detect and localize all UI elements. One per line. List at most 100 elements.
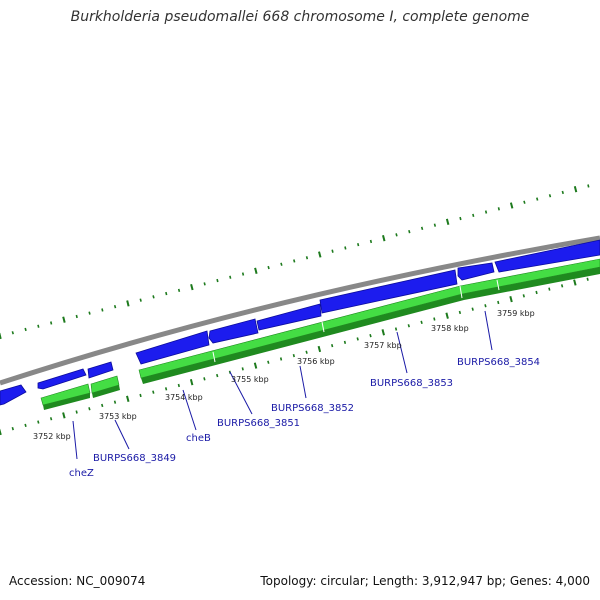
tick-mark <box>203 377 206 381</box>
tick-mark <box>394 327 398 331</box>
tick-mark <box>357 243 360 247</box>
tick-mark <box>535 290 538 295</box>
kbp-label: 3756 kbp <box>297 357 335 366</box>
outer-tick-marks <box>0 184 590 340</box>
cds-reverse[interactable] <box>43 393 90 410</box>
tick-mark <box>484 210 488 214</box>
tick-mark <box>548 194 552 198</box>
cds-forward[interactable] <box>256 303 322 331</box>
tick-mark <box>317 345 322 353</box>
forward-strand <box>0 239 600 406</box>
cds-forward[interactable] <box>494 239 600 273</box>
gene-label-cheb[interactable]: cheB <box>186 433 211 444</box>
tick-mark <box>343 340 347 344</box>
tick-mark <box>369 333 372 338</box>
tick-mark <box>50 321 53 325</box>
tick-mark <box>381 329 385 336</box>
tick-mark <box>216 278 219 283</box>
tick-mark <box>216 373 219 378</box>
kbp-label: 3752 kbp <box>33 432 71 441</box>
cds-forward[interactable] <box>0 384 27 406</box>
tick-mark <box>113 304 117 309</box>
tick-mark <box>177 288 181 292</box>
tick-mark <box>331 249 334 253</box>
tick-mark <box>445 218 450 226</box>
kbp-label: 3759 kbp <box>497 309 535 318</box>
cds-forward[interactable] <box>87 361 114 379</box>
tick-mark <box>37 420 40 424</box>
tick-mark <box>586 277 589 281</box>
tick-mark <box>0 332 2 340</box>
tick-mark <box>101 403 104 408</box>
tick-mark <box>152 295 155 299</box>
tick-mark <box>497 300 500 305</box>
kbp-label: 3753 kbp <box>99 412 137 421</box>
gene-label-connectors <box>72 310 493 460</box>
cds-forward[interactable] <box>319 269 458 314</box>
tick-mark <box>407 324 410 328</box>
genome-backbone <box>0 235 600 386</box>
tick-mark <box>88 407 91 411</box>
tick-mark <box>37 324 40 328</box>
tick-mark <box>433 317 436 321</box>
reverse-strand <box>40 258 600 410</box>
tick-mark <box>253 362 258 369</box>
kbp-label: 3757 kbp <box>364 341 402 350</box>
tick-mark <box>139 393 142 398</box>
gene-label-chez[interactable]: cheZ <box>69 468 94 479</box>
tick-mark <box>11 426 14 431</box>
tick-mark <box>75 410 78 414</box>
tick-mark <box>548 287 551 291</box>
cds-forward[interactable] <box>37 368 87 390</box>
tick-mark <box>344 246 347 250</box>
gene-label-burps668-3853[interactable]: BURPS668_3853 <box>370 378 453 389</box>
tick-mark <box>522 294 525 298</box>
tick-mark <box>24 423 27 427</box>
tick-mark <box>152 390 155 394</box>
tick-mark <box>408 229 411 234</box>
gene-label-burps668-3854[interactable]: BURPS668_3854 <box>457 357 540 368</box>
tick-mark <box>484 304 487 308</box>
gene-label-burps668-3851[interactable]: BURPS668_3851 <box>217 418 300 429</box>
tick-mark <box>101 308 104 312</box>
kbp-label: 3758 kbp <box>431 324 469 333</box>
tick-mark <box>88 311 91 315</box>
tick-mark <box>356 337 359 341</box>
tick-mark <box>318 251 322 258</box>
tick-mark <box>113 400 117 404</box>
kbp-label: 3755 kbp <box>231 375 269 384</box>
tick-mark <box>267 265 270 270</box>
tick-mark <box>267 360 270 364</box>
kbp-label: 3754 kbp <box>165 393 203 402</box>
tick-mark <box>433 223 437 227</box>
tick-mark <box>164 387 168 391</box>
gene-label-burps668-3849[interactable]: BURPS668_3849 <box>93 453 176 464</box>
tick-mark <box>573 279 577 286</box>
cds-reverse[interactable] <box>92 385 120 398</box>
coordinate-labels: 3752 kbp 3753 kbp 3754 kbp 3755 kbp 3756… <box>33 309 535 441</box>
tick-mark <box>369 239 373 244</box>
tick-mark <box>292 354 295 358</box>
tick-mark <box>139 298 142 302</box>
tick-mark <box>472 213 475 217</box>
tick-mark <box>190 283 194 291</box>
cds-forward[interactable] <box>135 330 210 365</box>
tick-mark <box>458 310 462 315</box>
cds-forward[interactable] <box>457 262 495 281</box>
tick-mark <box>305 350 308 354</box>
tick-mark <box>24 327 27 332</box>
tick-mark <box>203 282 206 286</box>
tick-mark <box>241 367 244 371</box>
cds-reverse[interactable] <box>141 267 600 384</box>
tick-mark <box>560 284 564 288</box>
tick-mark <box>279 357 283 361</box>
tick-mark <box>126 395 130 402</box>
gene-label-burps668-3852[interactable]: BURPS668_3852 <box>271 403 354 414</box>
tick-mark <box>445 312 449 319</box>
tick-mark <box>241 272 245 276</box>
tick-mark <box>126 300 130 307</box>
cds-forward[interactable] <box>208 318 259 344</box>
tick-mark <box>573 186 578 193</box>
tick-mark <box>523 200 526 204</box>
